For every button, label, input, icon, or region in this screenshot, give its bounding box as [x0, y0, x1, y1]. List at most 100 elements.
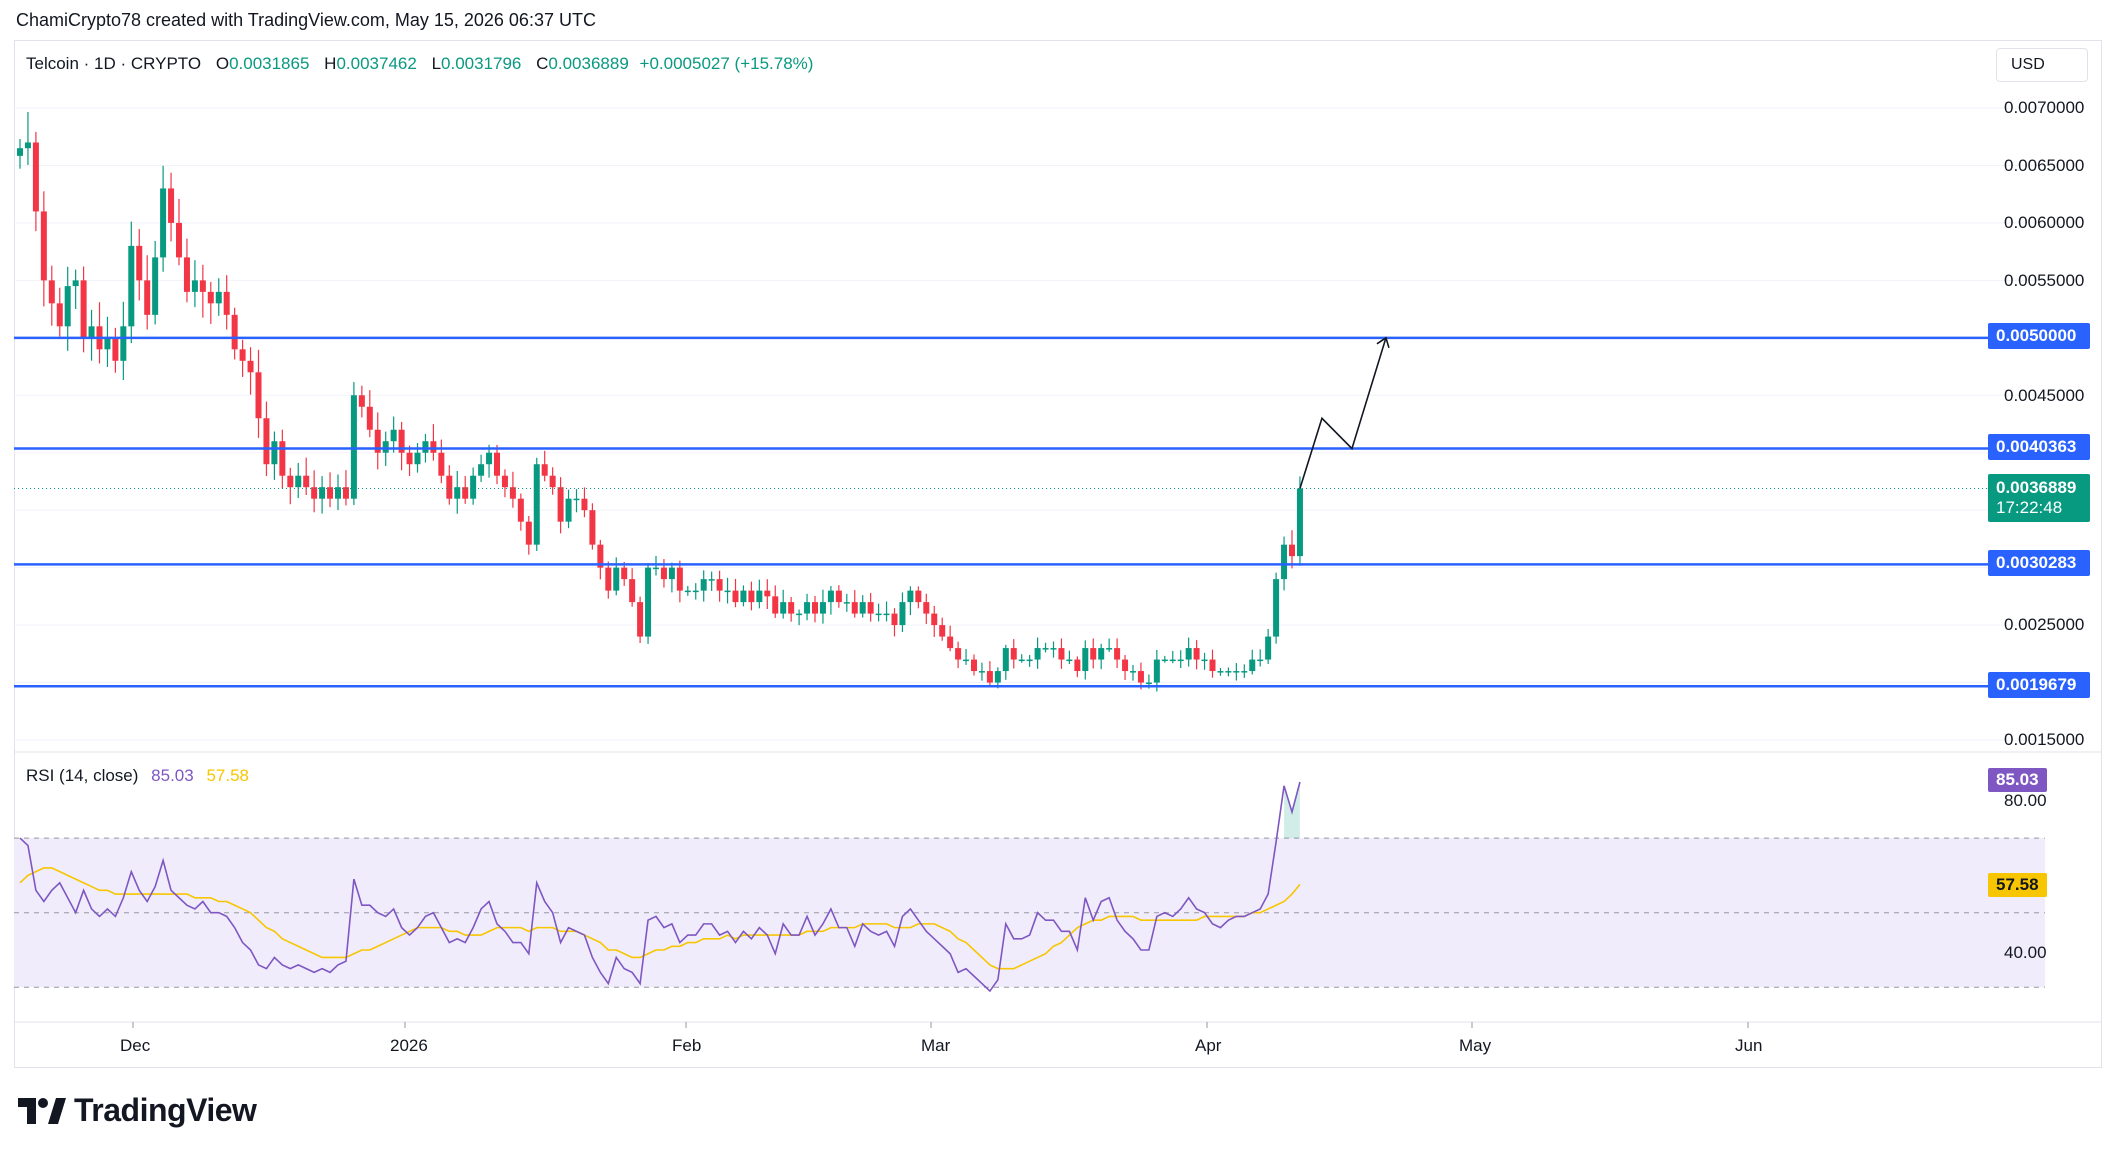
candle-body: [1257, 659, 1264, 662]
candle-body: [1074, 659, 1081, 672]
candle-body: [1145, 682, 1152, 685]
candle-body: [541, 464, 548, 476]
open-label: O: [215, 54, 230, 73]
candle-body: [64, 286, 71, 327]
candle-body: [454, 487, 461, 499]
candle-body: [565, 498, 572, 522]
candle-body: [255, 372, 262, 419]
candle-body: [692, 590, 699, 593]
month-label: Dec: [120, 1036, 151, 1055]
candle-body: [1018, 659, 1025, 662]
price-tick: 0.0060000: [2004, 213, 2085, 232]
candle-body: [835, 590, 842, 603]
candle-body: [247, 360, 254, 373]
candle-body: [1177, 659, 1184, 662]
candle-body: [470, 475, 477, 499]
ohlc-legend: Telcoin · 1D · CRYPTO O0.0031865 H0.0037…: [26, 54, 813, 74]
candle-body: [660, 567, 667, 580]
symbol-label[interactable]: Telcoin · 1D · CRYPTO: [26, 54, 202, 73]
candle-body: [144, 280, 151, 315]
candle-body: [215, 291, 222, 304]
candle-body: [223, 291, 230, 315]
candle-body: [176, 222, 182, 258]
candle-body: [199, 280, 206, 292]
candle-body: [509, 487, 516, 499]
month-label: Jun: [1735, 1036, 1763, 1055]
rsi-label[interactable]: RSI (14, close): [26, 766, 139, 785]
candle-body: [183, 257, 190, 292]
candle-body: [1137, 671, 1144, 683]
candle-body: [104, 337, 111, 350]
currency-button[interactable]: USD: [1996, 48, 2088, 82]
low-label: L: [431, 54, 442, 73]
rsi-ma-value-tag: 57.58: [1988, 873, 2047, 897]
candle-body: [621, 567, 628, 580]
level-tag: 0.0030283: [1988, 550, 2090, 576]
close-value: 0.0036889: [548, 54, 629, 73]
price-tick: 0.0055000: [2004, 271, 2085, 290]
candle-body: [859, 602, 866, 614]
candle-body: [843, 602, 850, 604]
candle-body: [422, 441, 429, 453]
candle-body: [1042, 648, 1049, 650]
candle-body: [136, 245, 143, 281]
candle-body: [533, 464, 540, 545]
candle-countdown: 17:22:48: [1996, 498, 2063, 517]
candle-body: [366, 406, 373, 430]
rsi-line: [19, 781, 1301, 993]
rsi-legend-value: 85.03: [151, 766, 194, 785]
tradingview-logo-text: TradingView: [74, 1092, 257, 1128]
candle-body: [1225, 671, 1232, 673]
month-label: Mar: [921, 1036, 951, 1055]
candle-body: [152, 257, 159, 315]
candle-body: [915, 590, 922, 603]
candle-body: [1130, 671, 1136, 673]
candle-body: [1169, 659, 1176, 662]
candle-body: [875, 613, 882, 616]
candle-body: [56, 303, 63, 327]
candle-body: [581, 498, 588, 511]
candle-body: [668, 567, 675, 580]
candle-body: [645, 567, 652, 637]
close-label: C: [536, 54, 549, 73]
candle-body: [1296, 488, 1303, 557]
candle-body: [72, 280, 79, 287]
candle-body: [1289, 544, 1295, 557]
chart-frame: [14, 40, 2102, 1068]
candle-body: [88, 326, 95, 338]
candle-body: [358, 395, 365, 407]
rsi-overbought-fill: [1284, 782, 1300, 839]
high-label: H: [324, 54, 337, 73]
candle-body: [1090, 648, 1097, 660]
level-tag: 0.0040363: [1988, 434, 2090, 460]
projection-path: [1299, 337, 1387, 489]
last-price-value: 0.0036889: [1996, 478, 2077, 497]
candle-body: [462, 487, 469, 499]
candle-body: [80, 280, 87, 338]
candle-body: [1281, 544, 1288, 580]
candle-body: [1217, 671, 1224, 673]
candle-body: [1122, 659, 1129, 672]
candle-body: [207, 291, 214, 304]
candle-body: [819, 602, 826, 614]
price-tick: 0.0065000: [2004, 156, 2085, 175]
candle-body: [430, 441, 437, 453]
candle-body: [851, 602, 858, 614]
last-price-tag: 0.0036889 17:22:48: [1988, 474, 2090, 522]
candle-body: [517, 498, 524, 522]
candle-body: [700, 579, 707, 591]
tradingview-logo[interactable]: TradingView: [18, 1092, 257, 1129]
high-value: 0.0037462: [336, 54, 417, 73]
candle-body: [1058, 648, 1065, 660]
candle-body: [1233, 671, 1240, 673]
candle-body: [605, 567, 612, 591]
candle-body: [1201, 659, 1208, 662]
projection-arrowhead: [1376, 336, 1390, 349]
candle-body: [597, 544, 604, 568]
candle-body: [271, 441, 278, 465]
candle-body: [891, 613, 898, 626]
price-tick: 0.0045000: [2004, 386, 2085, 405]
candle-body: [231, 314, 238, 350]
candle-body: [796, 613, 803, 616]
